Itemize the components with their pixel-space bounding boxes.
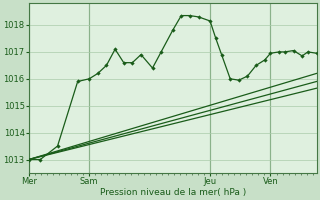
X-axis label: Pression niveau de la mer( hPa ): Pression niveau de la mer( hPa ) [100, 188, 246, 197]
